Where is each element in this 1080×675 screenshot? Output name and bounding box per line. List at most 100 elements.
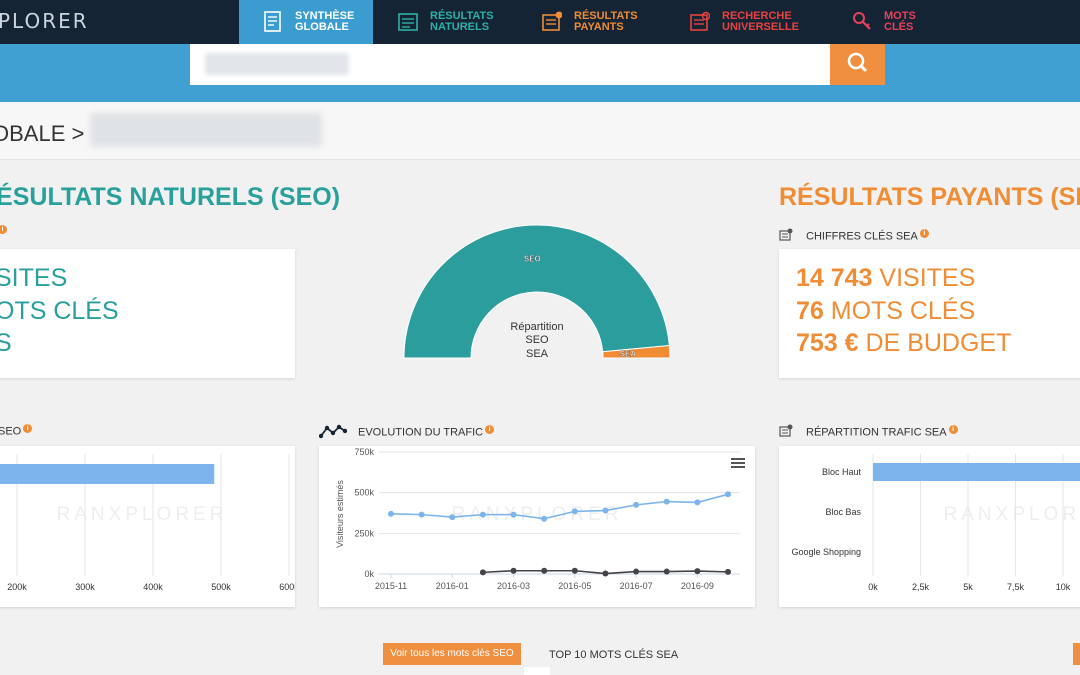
x-tick-label: 2016-01 (436, 581, 469, 591)
see-all-seo-keywords-button[interactable]: Voir tous les mots clés SEO (383, 643, 521, 665)
info-icon[interactable]: i (948, 425, 958, 434)
y-tick-label: 750k (354, 447, 374, 457)
series-point-2 (633, 568, 640, 575)
x-tick-label: 400k (143, 582, 163, 592)
x-tick-label: 10k (1056, 582, 1071, 592)
breadcrumb-domain-redacted (90, 113, 322, 147)
series-point-2 (694, 568, 701, 575)
traffic-chart-card: RANXPLORER 0k 250k 500k 750k Visiteurs estimé… (319, 446, 755, 607)
x-tick-label: 7,5k (1007, 582, 1025, 592)
sea-keywords-kpi: 76 MOTS CLÉS (796, 297, 976, 325)
y-axis-label: Visiteurs estimés (335, 480, 345, 548)
sea-kpi-card (779, 249, 1080, 378)
x-tick-label: 5k (963, 582, 973, 592)
x-tick-label: 600k (279, 582, 295, 592)
sea-section-heading: RÉSULTATS PAYANTS (SE (779, 183, 1080, 211)
series-point-1 (479, 511, 486, 518)
sea-visits-kpi: 14 743 VISITES (796, 264, 976, 292)
sea-traffic-bar-chart: RANXPLORER 0k 2,5k 5k 7,5k 10k Bloc Haut Bloc B… (791, 454, 1080, 592)
seo-visits-kpi: SITES (0, 264, 68, 292)
seo-traffic-title: SEO i (0, 424, 33, 438)
donut-label-sea: SEA (620, 350, 637, 359)
sea-budget-kpi: 753 € DE BUDGET (796, 329, 1012, 357)
x-tick-label: 2016-05 (558, 581, 591, 591)
tab-label-line1: RÉSULTATS (430, 10, 494, 22)
info-icon[interactable]: i (485, 425, 495, 434)
key-icon (853, 12, 871, 30)
y-tick-label: 250k (354, 528, 374, 538)
scroll-indicator (524, 667, 550, 675)
series-point-1 (633, 501, 640, 508)
see-all-sea-keywords-button[interactable] (1073, 643, 1080, 665)
donut-slice-seo (403, 224, 670, 359)
x-tick-label: 2016-09 (681, 581, 714, 591)
y-category-label: Bloc Bas (825, 507, 861, 517)
sea-keyfigures-title: CHIFFRES CLÉS SEA i (806, 229, 929, 243)
breadcrumb: OBALE > (0, 121, 85, 146)
tab-resultats-payants[interactable]: RÉSULTATS PAYANTS (542, 0, 638, 44)
bar (873, 463, 1080, 481)
tab-label-line2: NATURELS (430, 21, 490, 33)
trend-icon (319, 424, 347, 439)
y-category-label: Google Shopping (791, 547, 861, 557)
tab-label-line2: UNIVERSELLE (722, 21, 800, 33)
top10-sea-keywords-title: TOP 10 MOTS CLÉS SEA (549, 649, 679, 661)
x-tick-label: 300k (75, 582, 95, 592)
x-tick-label: 2016-07 (620, 581, 653, 591)
info-icon[interactable]: i (23, 424, 33, 433)
tab-resultats-naturels[interactable]: RÉSULTATS NATURELS (398, 0, 494, 44)
app-logo[interactable]: PLORER (0, 9, 89, 33)
universal-search-icon (690, 11, 710, 31)
paid-list-icon (542, 11, 562, 31)
tab-label-line2: PAYANTS (574, 21, 624, 33)
series-point-2 (663, 568, 670, 575)
series-point-2 (541, 567, 548, 574)
series-point-1 (449, 514, 456, 521)
search-icon (847, 52, 867, 72)
watermark: RANXPLORER (944, 504, 1080, 525)
top-navbar: PLORER SYNTHÈSE GLOBALE RÉSULTATS NATURELS… (0, 0, 1080, 44)
series-point-1 (694, 499, 701, 506)
sea-traffic-card: RANXPLORER 0k 2,5k 5k 7,5k 10k Bloc Haut Bloc B… (779, 446, 1080, 607)
traffic-chart-title: EVOLUTION DU TRAFIC i (358, 425, 495, 439)
chart-menu-icon[interactable] (731, 457, 745, 469)
series-point-2 (725, 568, 731, 575)
seo-kpi-card (0, 249, 295, 378)
tab-synthese-globale[interactable]: SYNTHÈSE GLOBALE (239, 0, 373, 44)
bar (0, 464, 215, 484)
sea-keyfigures-icon (779, 228, 793, 241)
x-tick-label: 500k (211, 582, 231, 592)
info-icon[interactable]: i (0, 225, 7, 234)
search-query-redacted (205, 53, 349, 75)
tab-label-line1: RECHERCHE (722, 10, 792, 22)
x-tick-label: 2016-03 (497, 581, 530, 591)
watermark: RANXPLORER (57, 504, 228, 525)
x-tick-label: 200k (7, 582, 27, 592)
tab-label-line1: RÉSULTATS (574, 10, 638, 22)
series-point-1 (725, 491, 731, 498)
series-point-1 (663, 498, 670, 505)
series-point-1 (510, 511, 517, 518)
series-point-1 (571, 508, 578, 515)
series-point-2 (510, 567, 517, 574)
tab-recherche-universelle[interactable]: RECHERCHE UNIVERSELLE (690, 0, 799, 44)
series-point-2 (602, 570, 609, 577)
seo-third-kpi: S (0, 329, 12, 357)
tab-mots-cles[interactable]: MOTS CLÉS (852, 0, 916, 44)
info-icon[interactable]: i (919, 229, 929, 238)
search-button[interactable] (830, 44, 885, 85)
tab-label-line2: GLOBALE (295, 21, 349, 33)
series-point-2 (479, 569, 486, 576)
seo-section-heading: RÉSULTATS NATURELS (SEO) (0, 183, 341, 211)
series-point-1 (418, 511, 425, 518)
report-icon (264, 11, 281, 32)
donut-legend-seo[interactable]: SEO (525, 334, 549, 346)
sea-traffic-title: RÉPARTITION TRAFIC SEA i (806, 425, 958, 439)
seo-traffic-card: RANXPLORER 200k 300k 400k 500k 600k (0, 446, 299, 607)
x-tick-label: 2015-11 (375, 581, 407, 591)
list-icon (398, 13, 418, 31)
seo-traffic-bar-chart: RANXPLORER 200k 300k 400k 500k 600k (0, 454, 299, 592)
donut-slice-sea (602, 344, 671, 359)
donut-legend-sea[interactable]: SEA (526, 348, 549, 360)
